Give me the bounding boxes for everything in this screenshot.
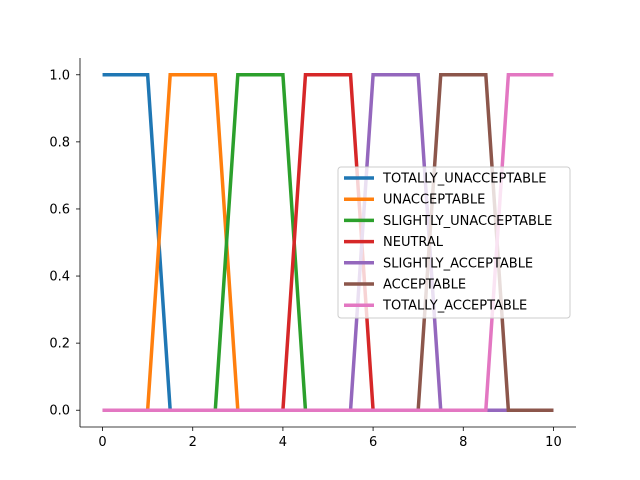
legend-label: TOTALLY_ACCEPTABLE: [382, 299, 527, 314]
legend-label: ACCEPTABLE: [383, 278, 466, 293]
legend: TOTALLY_UNACCEPTABLE UNACCEPTABLE SLIGHTLY…: [337, 166, 571, 319]
x-tick-label: 2: [189, 435, 197, 450]
legend-label: SLIGHTLY_UNACCEPTABLE: [383, 214, 552, 229]
x-tick-label: 8: [459, 435, 467, 450]
y-tick-label: 0.8: [49, 135, 70, 150]
x-tick-label: 10: [545, 435, 562, 450]
x-tick-label: 0: [98, 435, 106, 450]
legend-label: TOTALLY_UNACCEPTABLE: [382, 172, 547, 187]
y-tick-label: 1.0: [49, 68, 70, 83]
axes: 0 2 4 6 8 10 0.0 0.2 0.4 0.6 0.8 1.0: [49, 58, 576, 450]
legend-box: [337, 166, 571, 319]
x-tick-label: 4: [279, 435, 287, 450]
legend-label: SLIGHTLY_ACCEPTABLE: [383, 256, 533, 271]
legend-label: UNACCEPTABLE: [383, 193, 485, 208]
series-lines: [102, 73, 554, 412]
x-tick-label: 6: [369, 435, 377, 450]
y-tick-label: 0.4: [49, 270, 70, 285]
y-tick-label: 0.0: [49, 404, 70, 419]
y-tick-label: 0.6: [49, 202, 70, 217]
y-tick-label: 0.2: [49, 337, 70, 352]
legend-label: NEUTRAL: [383, 235, 444, 250]
